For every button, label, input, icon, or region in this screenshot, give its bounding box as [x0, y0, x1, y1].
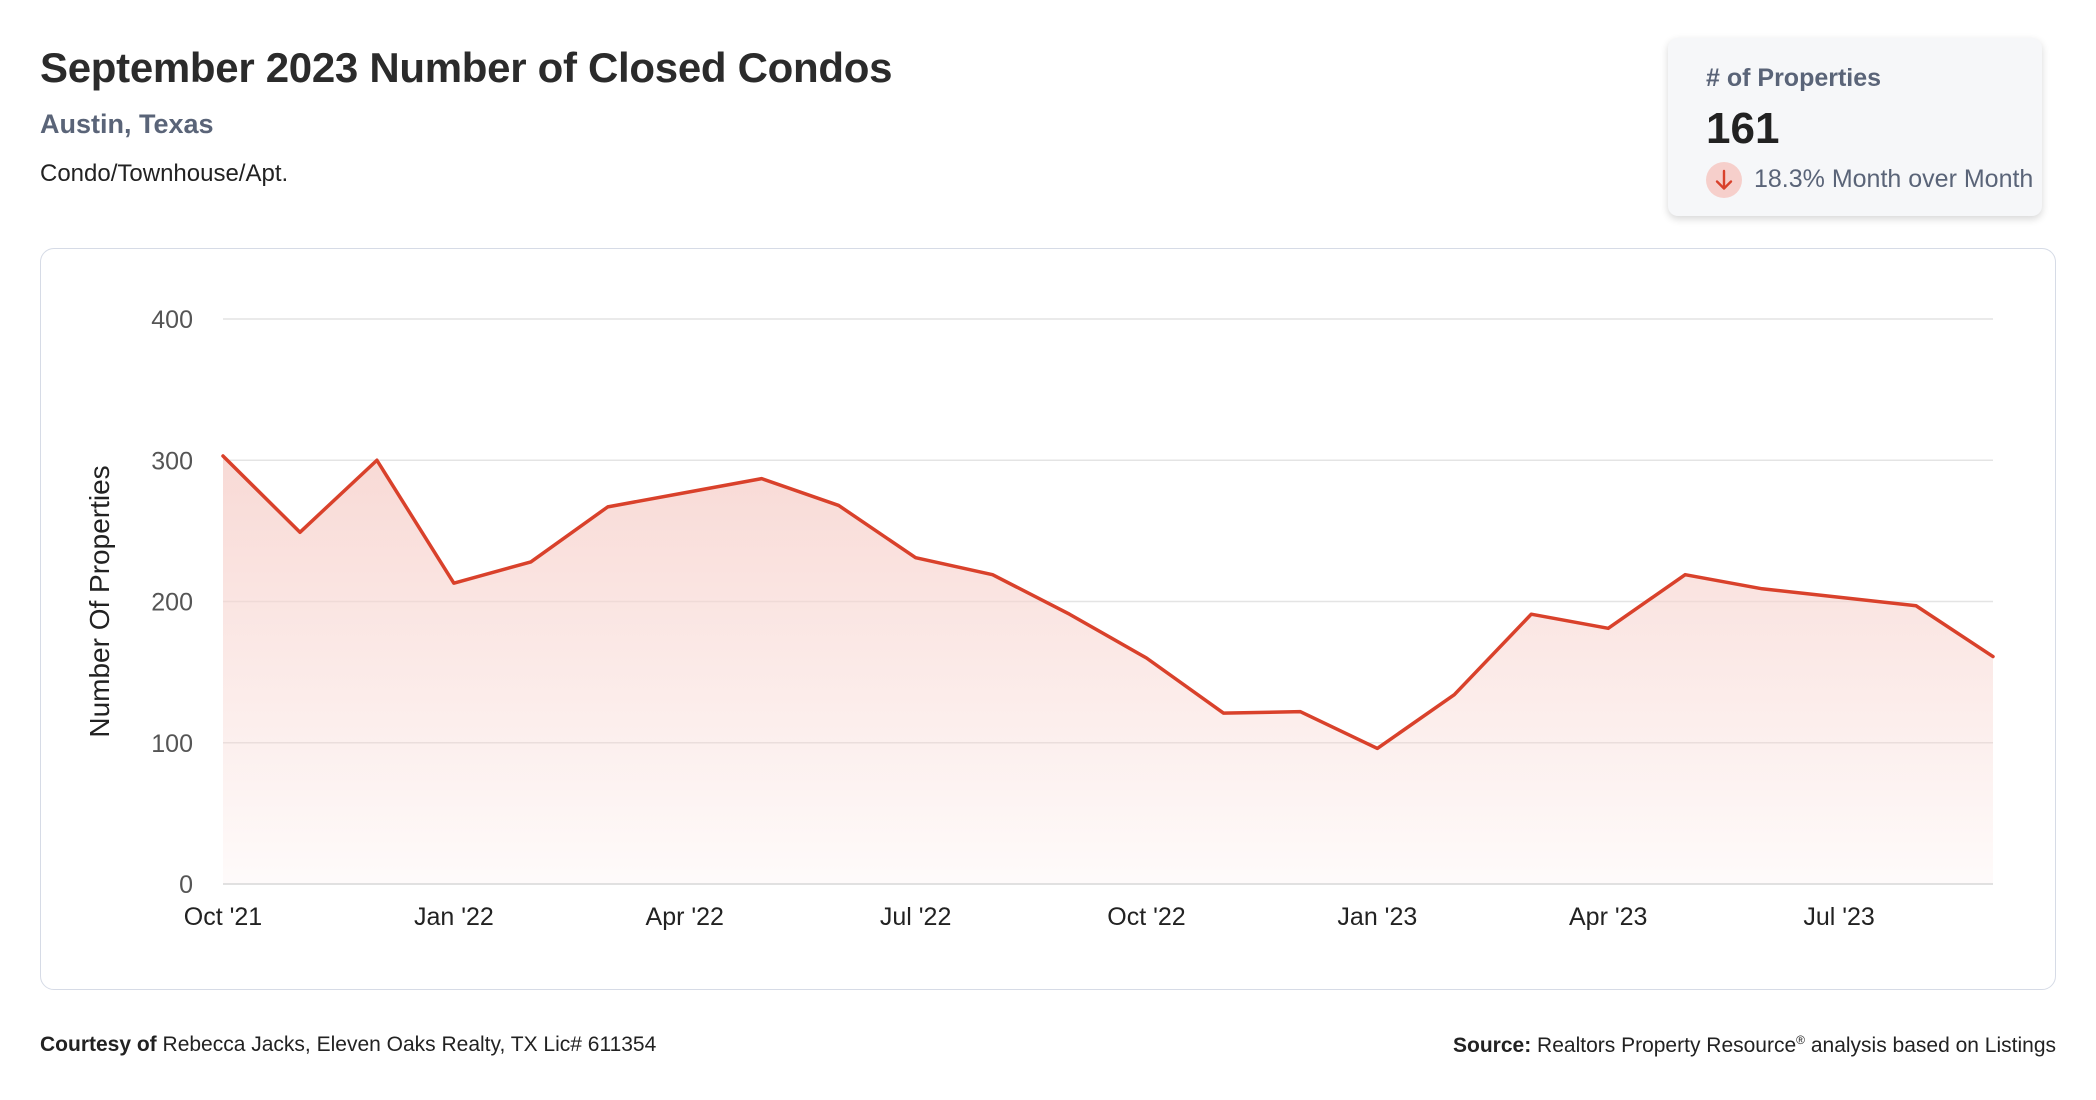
stat-label: # of Properties [1706, 64, 1882, 92]
chart-frame: 0 100 200 300 400 Oct '21 Jan '22 Apr '22 Jul '2… [40, 248, 2056, 990]
x-tick-label: Jan '23 [1337, 903, 1417, 931]
y-tick-label: 300 [151, 447, 193, 475]
y-tick-label: 0 [179, 871, 193, 899]
stat-card: # of Properties 161 18.3% Month over Mon… [1668, 38, 2042, 216]
chart-svg: 0 100 200 300 400 Oct '21 Jan '22 Apr '22 Jul '2… [84, 306, 1995, 931]
x-tick-label: Jul '22 [880, 903, 951, 931]
source-name: Realtors Property Resource [1537, 1034, 1797, 1057]
courtesy-text: Rebecca Jacks, Eleven Oaks Realty, TX Li… [162, 1033, 657, 1056]
registered-mark: ® [1796, 1033, 1805, 1047]
x-tick-label: Jan '22 [414, 903, 494, 931]
x-tick-label: Apr '22 [646, 903, 724, 931]
location-subtitle: Austin, Texas [40, 109, 214, 139]
courtesy-label: Courtesy of [40, 1033, 157, 1056]
footer-source: Source: Realtors Property Resource® anal… [1453, 1033, 2056, 1058]
x-tick-label: Oct '21 [184, 903, 262, 931]
y-tick-label: 200 [151, 589, 193, 617]
x-tick-label: Oct '22 [1107, 903, 1185, 931]
footer-courtesy: Courtesy of Rebecca Jacks, Eleven Oaks R… [40, 1033, 656, 1057]
y-axis-label: Number Of Properties [84, 465, 115, 737]
source-label: Source: [1453, 1034, 1532, 1057]
arrow-down-icon [1706, 162, 1742, 198]
y-tick-label: 400 [151, 306, 193, 334]
series-line [221, 454, 1995, 751]
y-tick-label: 100 [151, 730, 193, 758]
stat-value: 161 [1706, 104, 1780, 153]
stat-change-text: 18.3% Month over Month [1754, 165, 2034, 193]
source-text: analysis based on Listings [1810, 1034, 2056, 1057]
x-tick-label: Jul '23 [1803, 903, 1874, 931]
chart-title: September 2023 Number of Closed Condos [40, 44, 893, 91]
property-type-label: Condo/Townhouse/Apt. [40, 160, 289, 187]
x-tick-label: Apr '23 [1569, 903, 1647, 931]
area-fill [223, 456, 1993, 884]
